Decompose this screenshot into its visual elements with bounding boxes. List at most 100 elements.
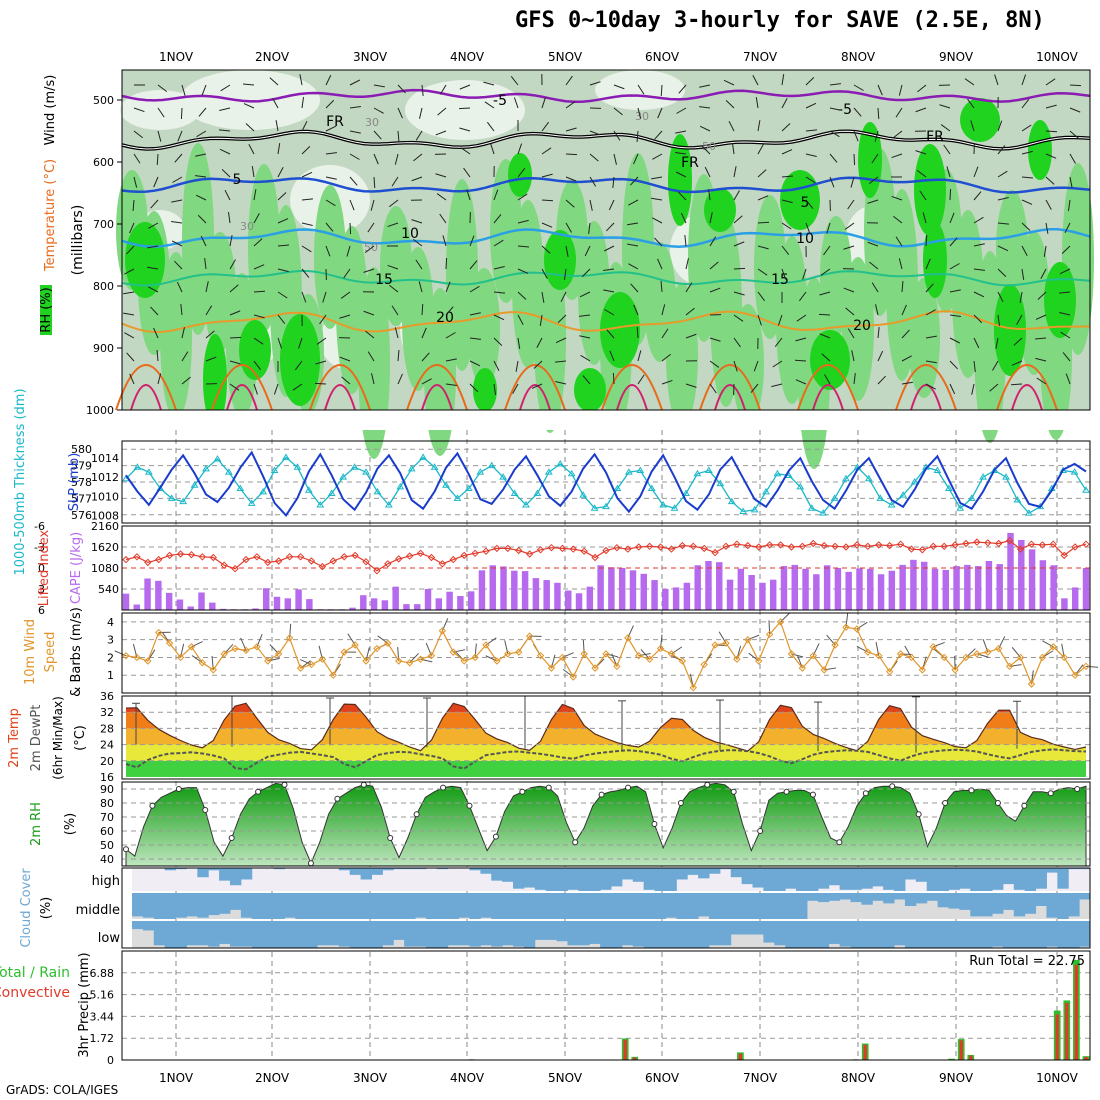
wind-barb bbox=[1060, 331, 1071, 339]
wind-barb bbox=[397, 130, 400, 143]
thickness-point bbox=[270, 466, 279, 474]
wind-barb bbox=[612, 372, 615, 385]
wind-speed-point bbox=[122, 651, 130, 660]
wind-barb bbox=[819, 291, 831, 296]
wind-barb bbox=[460, 147, 471, 155]
wind-barb bbox=[997, 145, 1006, 155]
cape-bar bbox=[144, 578, 151, 610]
cloud-cell bbox=[806, 893, 819, 901]
wind-barb bbox=[517, 193, 528, 201]
cloud-cell bbox=[883, 893, 895, 904]
wind-speed-point bbox=[711, 641, 719, 649]
rh-point bbox=[1047, 790, 1054, 797]
wind-barb bbox=[129, 373, 135, 385]
wind-barb bbox=[1069, 130, 1079, 139]
wind-barb bbox=[581, 268, 591, 278]
cloud-cell bbox=[534, 921, 547, 940]
wind-speed-point bbox=[504, 650, 512, 658]
wind-barb bbox=[579, 335, 591, 339]
wind-barb bbox=[243, 103, 255, 109]
li-tick-label: 0 bbox=[38, 562, 45, 575]
cape-bar bbox=[813, 574, 820, 610]
isotherm-30 bbox=[421, 384, 453, 411]
wind-barb bbox=[589, 199, 593, 211]
cloud-cell bbox=[393, 893, 405, 919]
li-point bbox=[1049, 540, 1057, 548]
cape-bar bbox=[467, 591, 475, 610]
cloud-cell bbox=[513, 921, 525, 947]
wind-barb bbox=[781, 222, 792, 230]
slp-axis-title: SLP (mb) bbox=[67, 453, 82, 512]
isotherm-5 bbox=[121, 176, 1091, 194]
cloud-cell bbox=[981, 893, 993, 917]
cloud-cell bbox=[665, 893, 677, 918]
rh-point bbox=[175, 786, 182, 792]
wind-barb bbox=[973, 291, 985, 298]
wind-speed-point bbox=[144, 657, 152, 665]
wind-speed-point bbox=[373, 644, 381, 653]
wind-barb bbox=[198, 107, 207, 117]
cloud-cell bbox=[197, 921, 209, 946]
cape-bar bbox=[683, 582, 691, 610]
wind-speed-point bbox=[438, 627, 447, 635]
wind-barb bbox=[205, 305, 213, 316]
cloud-cell bbox=[480, 921, 492, 946]
li-point bbox=[776, 541, 785, 549]
wind-barb bbox=[469, 285, 480, 293]
rh-point bbox=[492, 833, 499, 840]
cloud-cell bbox=[1057, 868, 1069, 889]
wind-barb bbox=[802, 268, 807, 280]
wind-speed-point bbox=[569, 673, 577, 681]
wind-speed-point bbox=[536, 651, 545, 660]
wind-barb bbox=[709, 287, 721, 293]
precip-convective-bar bbox=[1055, 1014, 1059, 1060]
isotherm-label: 10 bbox=[796, 231, 814, 247]
cloud-cell bbox=[229, 868, 242, 886]
cape-bar bbox=[705, 561, 712, 610]
thickness-point bbox=[887, 500, 896, 508]
wind-barb bbox=[795, 337, 807, 342]
wind-barb bbox=[874, 130, 879, 142]
wind-barb bbox=[949, 337, 961, 344]
cloud-cell bbox=[730, 893, 743, 919]
cape-bar bbox=[716, 562, 723, 610]
li-point bbox=[209, 553, 217, 562]
wind-barb bbox=[415, 259, 423, 270]
rh-tick-label: 50 bbox=[100, 839, 114, 852]
wind-tick-label: 2 bbox=[107, 651, 114, 664]
rh-point bbox=[519, 788, 526, 795]
li-point bbox=[918, 546, 927, 554]
wind-speed-point bbox=[1016, 653, 1025, 662]
cloud-cell bbox=[632, 893, 645, 919]
thickness-point bbox=[464, 484, 473, 492]
isotherm-10 bbox=[121, 228, 1091, 248]
wind-barb bbox=[1021, 199, 1033, 205]
li-point bbox=[242, 555, 250, 564]
wind-barb bbox=[925, 360, 937, 364]
cloud-cell bbox=[654, 921, 666, 948]
thickness-point bbox=[430, 463, 439, 470]
wind-barb bbox=[373, 130, 382, 140]
saturated-patch bbox=[960, 98, 1000, 142]
cloud-cell bbox=[752, 921, 764, 935]
wind-barb bbox=[805, 222, 811, 234]
wind-barb bbox=[565, 153, 578, 156]
cloud-cell bbox=[752, 868, 764, 888]
cloud-cell bbox=[1068, 868, 1080, 870]
wind-barb bbox=[949, 212, 955, 224]
thickness-point bbox=[727, 497, 736, 505]
wind-label: Wind (m/s) bbox=[43, 75, 58, 146]
temp-axis-title-1: 2m Temp bbox=[7, 708, 22, 768]
wind-barb bbox=[248, 144, 255, 155]
wind-speed-point bbox=[700, 660, 708, 669]
wind-barb bbox=[925, 283, 934, 293]
cloud-cell bbox=[730, 868, 743, 878]
li-point bbox=[831, 542, 839, 551]
wind-barb bbox=[652, 153, 663, 160]
wind-speed-point bbox=[482, 641, 490, 649]
wind-barb bbox=[253, 213, 260, 224]
wind-speed-point bbox=[405, 659, 414, 667]
li-point bbox=[809, 539, 817, 548]
rh-point bbox=[889, 783, 896, 790]
